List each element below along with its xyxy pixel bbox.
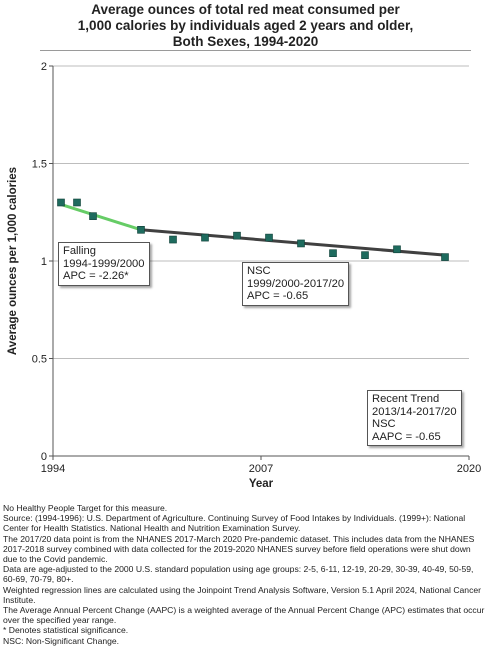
footnote: No Healthy People Target for this measur… xyxy=(3,503,168,513)
x-tick-label: 2007 xyxy=(249,463,273,475)
y-tick-label: 0.5 xyxy=(32,354,47,366)
callout-line: 2013/14-2017/20 xyxy=(372,405,457,418)
chart-title-line: Average ounces of total red meat consume… xyxy=(91,2,400,17)
y-axis-label: Average ounces per 1,000 calories xyxy=(7,167,19,355)
callout-line: AAPC = -0.65 xyxy=(372,430,441,443)
data-point xyxy=(73,198,81,207)
y-tick-label: 1 xyxy=(41,256,47,268)
data-point xyxy=(441,253,449,261)
callout-line: Recent Trend xyxy=(372,393,440,405)
footnote: Source: (1994-1996): U.S. Department of … xyxy=(3,513,466,534)
callout-falling: Falling 1994-1999/2000 APC = -2.26* xyxy=(58,242,150,286)
callout-line: APC = -2.26* xyxy=(63,270,129,282)
data-points xyxy=(57,198,449,261)
footnote: The 2017/20 data point is from the NHANE… xyxy=(3,533,475,565)
data-point xyxy=(297,239,305,248)
callout-line: NSC xyxy=(372,418,396,430)
callout-line: Falling xyxy=(63,245,96,257)
data-point xyxy=(201,233,209,242)
footnotes: No Healthy People Target for this measur… xyxy=(3,503,487,646)
x-axis-label: Year xyxy=(249,478,274,490)
data-point xyxy=(169,235,177,244)
footnote: NSC: Non-Significant Change. xyxy=(3,635,120,646)
y-tick-label: 1.5 xyxy=(32,159,47,171)
x-tick-labels: 1994 2007 2020 xyxy=(41,463,481,475)
data-point xyxy=(361,251,369,259)
chart-title: Average ounces of total red meat consume… xyxy=(0,2,491,50)
footnote: Data are age-adjusted to the 2000 U.S. s… xyxy=(3,564,474,585)
y-tick-label: 2 xyxy=(41,61,47,73)
data-point xyxy=(329,249,337,257)
trend-line xyxy=(59,202,143,232)
data-point xyxy=(233,231,241,240)
data-point xyxy=(89,212,97,220)
y-tick-labels: 0 0.5 1 1.5 2 xyxy=(32,61,47,463)
callout-line: APC = -0.65 xyxy=(247,290,309,302)
callout-nsc: NSC 1999/2000-2017/20 APC = -0.65 xyxy=(242,262,350,306)
chart-title-line: Both Sexes, 1994-2020 xyxy=(172,34,319,49)
title-divider xyxy=(40,50,471,51)
x-tick-label: 1994 xyxy=(41,463,65,475)
x-tick-label: 2020 xyxy=(457,463,481,475)
data-point xyxy=(137,226,145,234)
data-point xyxy=(393,245,401,254)
footnote: The Average Annual Percent Change (AAPC)… xyxy=(3,605,485,626)
callout-line: NSC xyxy=(247,265,271,277)
callout-recent-trend: Recent Trend 2013/14-2017/20 NSC AAPC = … xyxy=(367,390,462,446)
y-tick-label: 0 xyxy=(41,451,47,463)
footnote: * Denotes statistical significance. xyxy=(3,625,129,636)
callout-line: 1994-1999/2000 xyxy=(63,257,145,270)
data-point xyxy=(265,233,273,242)
data-point xyxy=(57,198,65,207)
callout-line: 1999/2000-2017/20 xyxy=(247,277,345,290)
footnote: Weighted regression lines are calculated… xyxy=(3,584,482,605)
chart-title-line: 1,000 calories by individuals aged 2 yea… xyxy=(77,18,414,33)
chart-plot: 0 0.5 1 1.5 2 1994 2007 2020 Year Average ounc… xyxy=(7,61,481,490)
